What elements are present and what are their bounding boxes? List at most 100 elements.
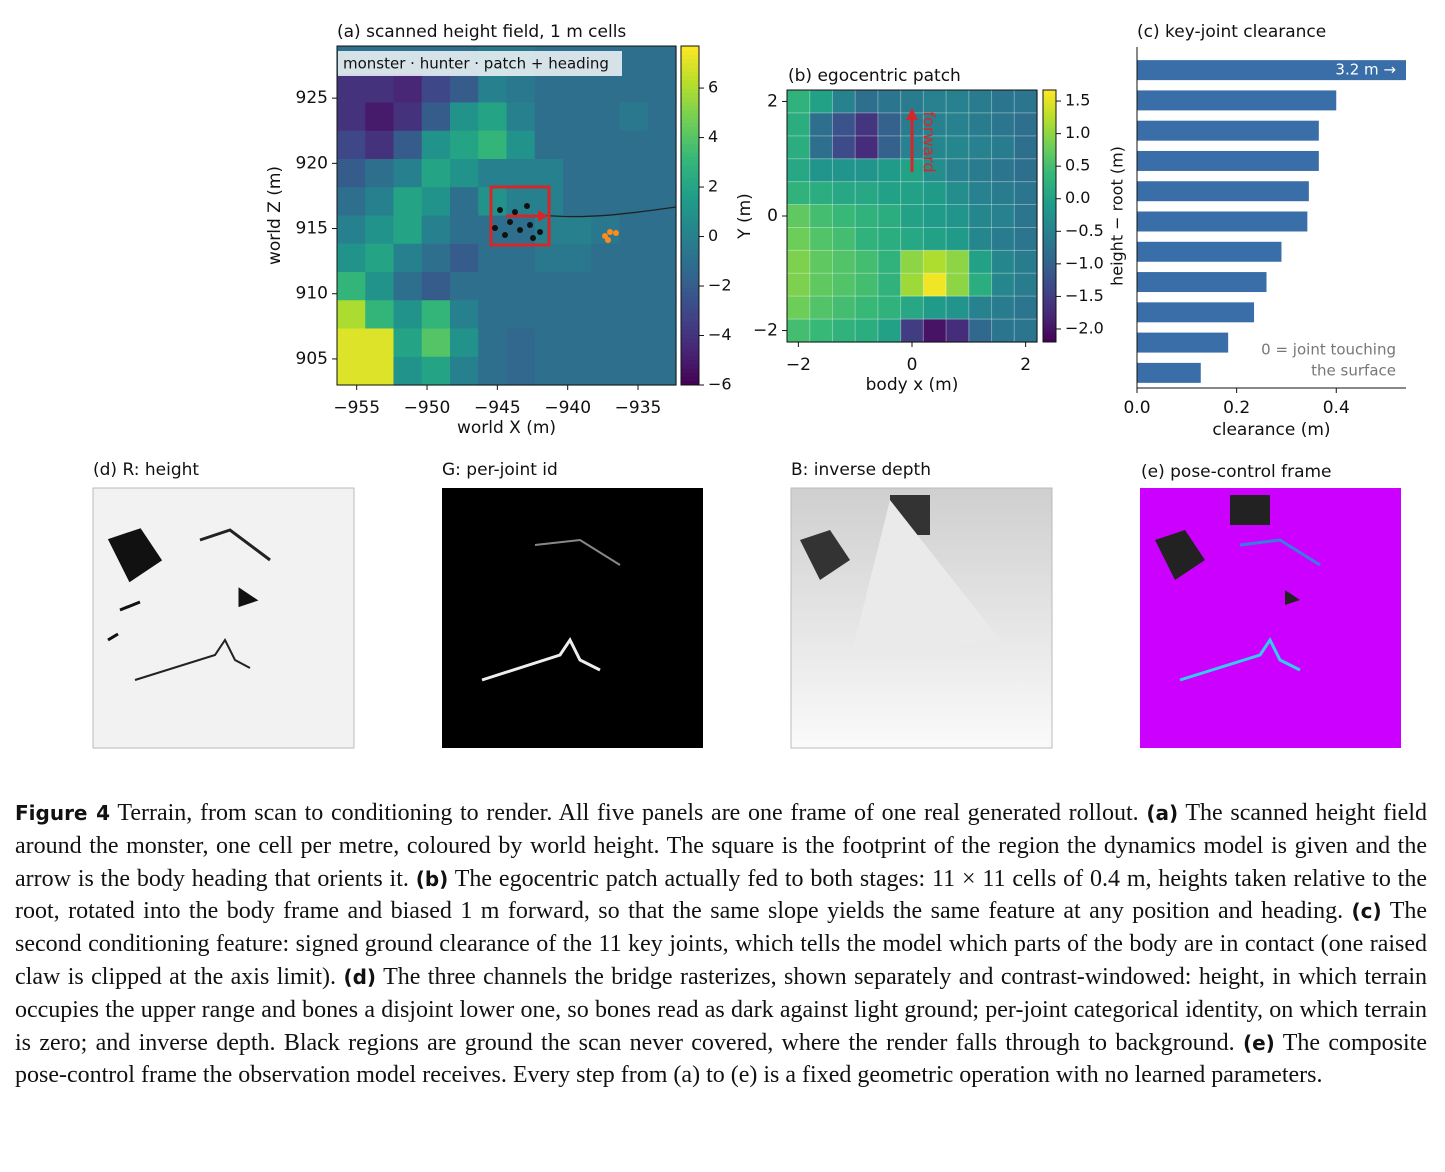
heat-cell xyxy=(968,204,993,229)
colorbar-slice xyxy=(681,342,699,348)
heat-cell xyxy=(450,102,479,132)
heat-cell xyxy=(563,159,592,188)
panel-title: (d) R: height xyxy=(93,460,199,480)
heat-cell xyxy=(809,296,834,320)
panel-title: (c) key-joint clearance xyxy=(1137,22,1326,42)
heat-cell xyxy=(591,102,621,132)
colorbar-slice xyxy=(681,164,699,170)
heat-cell xyxy=(1014,296,1038,320)
heat-cell xyxy=(968,296,993,320)
colorbar-slice xyxy=(681,113,699,119)
x-tick-label: −935 xyxy=(615,398,662,418)
heat-cell xyxy=(787,227,811,251)
colorbar-slice xyxy=(681,147,699,153)
colorbar-slice xyxy=(1043,238,1056,242)
colorbar-slice xyxy=(1043,326,1056,330)
heat-cell xyxy=(647,215,677,245)
colorbar-slice xyxy=(1043,228,1056,233)
heat-cell xyxy=(619,300,649,330)
heat-cell xyxy=(809,273,834,297)
heat-cell xyxy=(809,250,834,274)
heat-cell xyxy=(393,74,423,104)
heat-cell xyxy=(337,272,366,301)
colorbar-slice xyxy=(1043,323,1056,327)
heat-cell xyxy=(923,135,947,160)
colorbar-slice xyxy=(681,355,699,361)
colorbar-slice xyxy=(681,338,699,344)
heat-cell xyxy=(393,215,423,245)
caption-text: Terrain, from scan to conditioning to re… xyxy=(117,800,1139,826)
colorbar-slice xyxy=(681,84,699,89)
heat-cell xyxy=(855,227,879,251)
colorbar-slice xyxy=(1043,263,1056,267)
colorbar-slice xyxy=(1043,93,1056,97)
colorbar-tick-label: 1.5 xyxy=(1065,91,1090,110)
heat-cell xyxy=(809,227,834,251)
heat-cell xyxy=(1014,112,1038,137)
bar xyxy=(1137,90,1337,111)
colorbar-frame xyxy=(1042,89,1057,343)
value-label: 3.2 m → xyxy=(1335,61,1396,79)
y-tick-label: 910 xyxy=(296,284,328,304)
heat-cell xyxy=(534,159,564,188)
heat-cell xyxy=(478,102,508,132)
heat-cell xyxy=(450,272,479,301)
heat-cell xyxy=(855,250,879,274)
colorbar-slice xyxy=(681,122,699,128)
heat-cell xyxy=(946,112,970,137)
colorbar-slice xyxy=(1043,241,1056,245)
heat-cell xyxy=(855,319,879,343)
colorbar-tick-label: 0.5 xyxy=(1065,156,1090,175)
heat-cell xyxy=(506,187,536,217)
colorbar-slice xyxy=(681,118,699,123)
heat-cell xyxy=(591,74,621,104)
colorbar-slice xyxy=(681,185,699,191)
colorbar-slice xyxy=(1043,291,1056,296)
colorbar-slice xyxy=(1043,316,1056,321)
heat-cell xyxy=(563,130,592,160)
heat-cell xyxy=(923,227,947,251)
colorbar-slice xyxy=(681,300,699,305)
colorbar-slice xyxy=(681,207,699,212)
colorbar-tick-label: 1.0 xyxy=(1065,123,1090,142)
colorbar-slice xyxy=(1043,105,1056,110)
colorbar-slice xyxy=(1043,288,1056,293)
heat-cell xyxy=(923,296,947,320)
heat-cell xyxy=(478,356,508,386)
heat-cell xyxy=(365,328,395,358)
heat-cell xyxy=(450,300,479,330)
heat-cell xyxy=(337,187,366,217)
colorbar-slice xyxy=(681,291,699,297)
colorbar-slice xyxy=(681,46,699,51)
colorbar-slice xyxy=(1043,206,1056,211)
heat-cell xyxy=(877,250,902,274)
heat-cell xyxy=(877,204,902,229)
x-tick-label: −2 xyxy=(786,355,811,375)
heat-cell xyxy=(563,102,592,132)
heat-cell xyxy=(787,273,811,297)
colorbar-slice xyxy=(1043,197,1056,201)
colorbar-slice xyxy=(1043,250,1056,255)
caption-text: The three channels the bridge rasterizes… xyxy=(15,963,1428,1056)
heat-cell xyxy=(506,272,536,301)
heat-cell xyxy=(591,356,621,386)
heat-cell xyxy=(923,319,947,343)
heat-cell xyxy=(393,272,423,301)
heat-cell xyxy=(591,300,621,330)
heat-cell xyxy=(1014,135,1038,160)
image-panel-b xyxy=(790,487,1053,749)
heat-cell xyxy=(946,273,970,297)
heat-cell xyxy=(900,227,924,251)
heat-cell xyxy=(832,250,856,274)
colorbar-slice xyxy=(681,287,699,293)
colorbar-slice xyxy=(1043,219,1056,223)
colorbar-slice xyxy=(1043,329,1056,334)
heat-cell xyxy=(393,187,423,217)
colorbar-slice xyxy=(681,257,699,263)
heat-cell xyxy=(991,319,1015,343)
heat-cell xyxy=(832,112,856,137)
colorbar-slice xyxy=(1043,310,1056,315)
heat-cell xyxy=(787,250,811,274)
heat-cell xyxy=(619,102,649,132)
colorbar-slice xyxy=(1043,115,1056,119)
